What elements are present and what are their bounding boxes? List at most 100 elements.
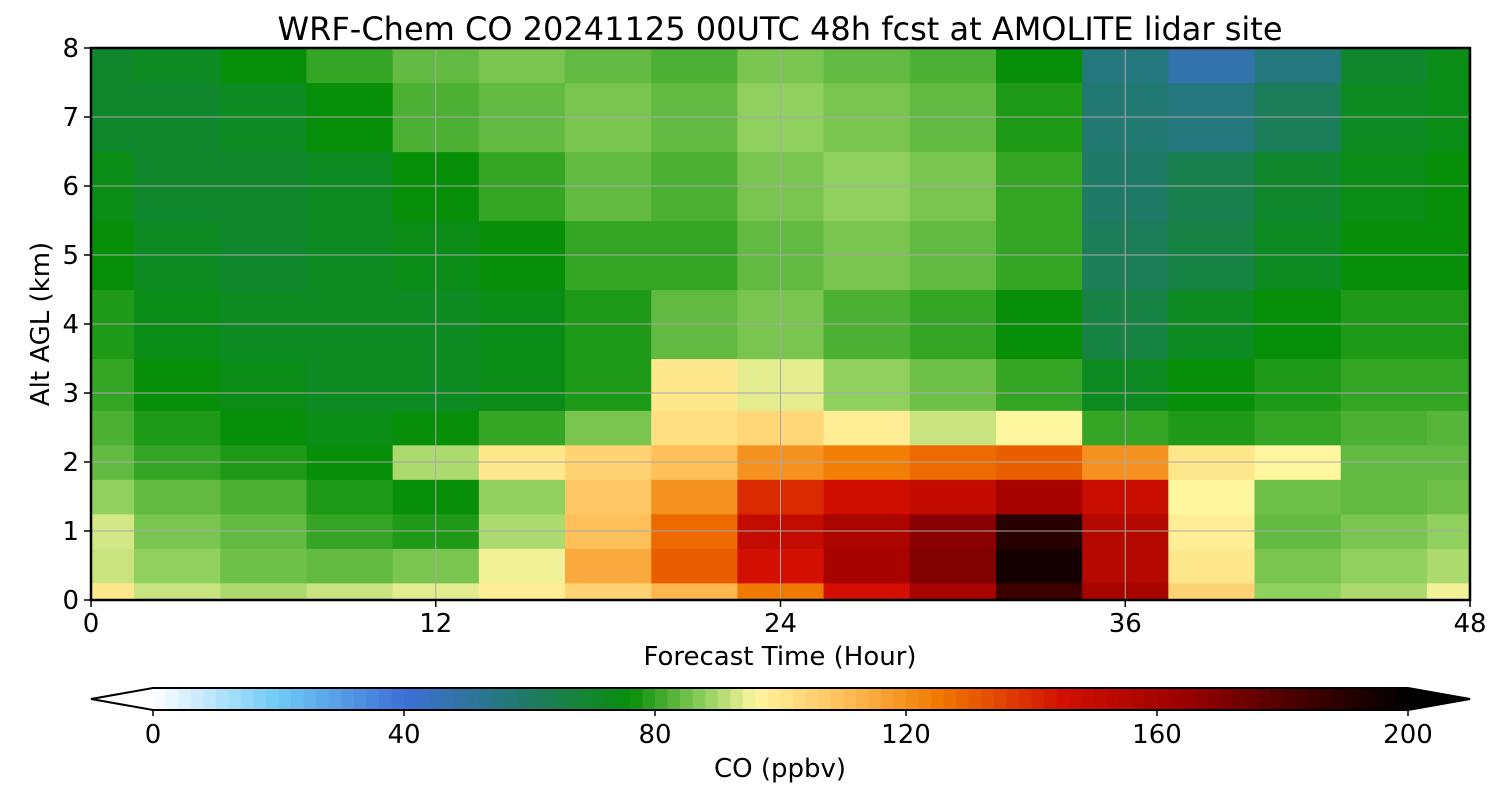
colorbar-segment — [1282, 688, 1296, 710]
x-axis-label: Forecast Time (Hour) — [643, 642, 916, 672]
colorbar-segment — [1144, 688, 1158, 710]
colorbar-segment — [378, 688, 393, 710]
heatmap-cell — [1340, 358, 1428, 411]
x-tick-label: 12 — [419, 609, 452, 639]
colorbar-segment — [1257, 688, 1271, 710]
colorbar-segment — [1081, 688, 1095, 710]
heatmap-cell — [651, 479, 739, 515]
colorbar-segment — [165, 688, 179, 710]
heatmap-cell — [478, 479, 566, 515]
y-tick-label: 7 — [62, 103, 79, 133]
colorbar-segment — [1119, 688, 1133, 710]
colorbar-segment — [943, 688, 957, 710]
heatmap-cell — [1426, 548, 1470, 584]
colorbar-segment — [692, 688, 706, 710]
heatmap-cell — [995, 548, 1083, 584]
colorbar-segment — [1357, 688, 1371, 710]
colorbar-segment — [466, 688, 480, 710]
heatmap-cell — [220, 548, 308, 584]
colorbar-segment — [655, 688, 669, 710]
colorbar-extend-low — [91, 688, 153, 710]
colorbar-segment — [642, 688, 656, 710]
y-tick-label: 5 — [62, 241, 79, 271]
colorbar-segment — [1345, 688, 1359, 710]
x-tick-label: 48 — [1453, 609, 1486, 639]
heatmap-cell — [565, 358, 652, 411]
heatmap-cell — [1340, 582, 1428, 600]
heatmap-cell — [1340, 548, 1428, 584]
colorbar-segment — [303, 688, 317, 710]
colorbar — [90, 687, 1471, 711]
heatmap-cell — [651, 410, 739, 446]
heatmap-cell — [220, 410, 308, 446]
heatmap-cell — [91, 479, 135, 515]
heatmap-cell — [565, 410, 652, 446]
colorbar-segment — [278, 688, 292, 710]
colorbar-segment — [153, 688, 167, 710]
colorbar-segment — [1194, 688, 1208, 710]
colorbar-segment — [228, 688, 242, 710]
colorbar-segment — [504, 688, 518, 710]
heatmap-cell — [651, 582, 739, 600]
colorbar-segment — [880, 688, 895, 710]
colorbar-segment — [1131, 688, 1146, 710]
x-tick-label: 24 — [764, 609, 797, 639]
heatmap-cell — [823, 358, 911, 411]
heatmap-cell — [909, 582, 997, 600]
colorbar-segment — [617, 688, 631, 710]
colorbar-segment — [316, 688, 330, 710]
colorbar-segment — [429, 688, 443, 710]
heatmap-cell — [1168, 548, 1256, 584]
heatmap-cell — [995, 410, 1083, 446]
heatmap-cell — [1168, 48, 1256, 84]
colorbar-segment — [240, 688, 254, 710]
heatmap-cell — [306, 548, 394, 584]
heatmap-cell — [1340, 410, 1428, 446]
heatmap-cell — [220, 479, 308, 515]
chart-title: WRF-Chem CO 20241125 00UTC 48h fcst at A… — [277, 10, 1282, 48]
colorbar-segment — [705, 688, 719, 710]
colorbar-segment — [1269, 688, 1284, 710]
colorbar-segment — [1018, 688, 1033, 710]
colorbar-segment — [253, 688, 267, 710]
colorbar-segment — [1332, 688, 1346, 710]
heatmap-cell — [565, 48, 652, 84]
colorbar-segment — [1106, 688, 1120, 710]
heatmap-cell — [1168, 358, 1256, 411]
heatmap-cell — [823, 548, 911, 584]
colorbar-segment — [717, 688, 731, 710]
heatmap-cell — [1340, 48, 1428, 84]
colorbar-extend-high — [1408, 688, 1470, 710]
heatmap-cell — [909, 410, 997, 446]
colorbar-segment — [1244, 688, 1258, 710]
y-tick-label: 2 — [62, 448, 79, 478]
heatmap-cell — [1426, 358, 1470, 411]
heatmap-cell — [306, 410, 394, 446]
colorbar-segment — [843, 688, 857, 710]
colorbar-label: CO (ppbv) — [714, 754, 846, 784]
heatmap-cell — [909, 479, 997, 515]
colorbar-segment — [479, 688, 493, 710]
colorbar-segment — [868, 688, 882, 710]
heatmap-cell — [909, 358, 997, 411]
heatmap-cell — [220, 358, 308, 411]
colorbar-segment — [755, 688, 769, 710]
heatmap-cell — [565, 582, 652, 600]
colorbar-segment — [1031, 688, 1045, 710]
heatmap-cell — [1426, 582, 1470, 600]
colorbar-segment — [956, 688, 970, 710]
heatmap-cell — [478, 358, 566, 411]
heatmap-cell — [823, 410, 911, 446]
heatmap-cell — [823, 48, 911, 84]
heatmap-cell — [1168, 582, 1256, 600]
colorbar-segment — [416, 688, 430, 710]
colorbar-tick-label: 200 — [1383, 720, 1433, 750]
colorbar-tick-label: 80 — [638, 720, 671, 750]
heatmap-cell — [220, 582, 308, 600]
heatmap-cell — [91, 582, 135, 600]
heatmap-cell — [134, 479, 221, 515]
colorbar-segment — [592, 688, 606, 710]
heatmap-cell — [306, 358, 394, 411]
colorbar-segment — [604, 688, 618, 710]
